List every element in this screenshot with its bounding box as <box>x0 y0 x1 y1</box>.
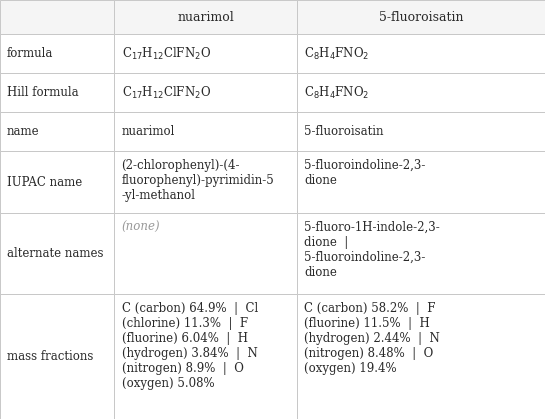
Text: name: name <box>7 125 40 138</box>
Text: C$_{8}$H$_{4}$FNO$_{2}$: C$_{8}$H$_{4}$FNO$_{2}$ <box>304 46 370 62</box>
Text: nuarimol: nuarimol <box>177 10 234 23</box>
Bar <box>0 213 114 294</box>
Text: IUPAC name: IUPAC name <box>7 176 82 189</box>
Text: 5-fluoroisatin: 5-fluoroisatin <box>304 125 384 138</box>
Bar <box>114 0 297 34</box>
Bar <box>297 34 545 73</box>
Text: C (carbon) 64.9%  |  Cl
(chlorine) 11.3%  |  F
(fluorine) 6.04%  |  H
(hydrogen): C (carbon) 64.9% | Cl (chlorine) 11.3% |… <box>122 302 258 390</box>
Bar <box>114 34 297 73</box>
Bar <box>297 112 545 151</box>
Text: Hill formula: Hill formula <box>7 86 78 99</box>
Bar <box>114 112 297 151</box>
Text: alternate names: alternate names <box>7 247 104 260</box>
Bar <box>297 151 545 213</box>
Bar <box>297 73 545 112</box>
Text: 5-fluoroisatin: 5-fluoroisatin <box>379 10 463 23</box>
Text: formula: formula <box>7 47 53 60</box>
Bar <box>0 151 114 213</box>
Bar <box>297 0 545 34</box>
Text: mass fractions: mass fractions <box>7 350 93 363</box>
Bar <box>114 213 297 294</box>
Text: C$_{8}$H$_{4}$FNO$_{2}$: C$_{8}$H$_{4}$FNO$_{2}$ <box>304 85 370 101</box>
Bar <box>114 151 297 213</box>
Text: 5-fluoro-1H-indole-2,3-
dione  |
5-fluoroindoline-2,3-
dione: 5-fluoro-1H-indole-2,3- dione | 5-fluoro… <box>304 221 440 279</box>
Text: C$_{17}$H$_{12}$ClFN$_{2}$O: C$_{17}$H$_{12}$ClFN$_{2}$O <box>122 85 210 101</box>
Bar <box>114 294 297 419</box>
Bar <box>0 34 114 73</box>
Text: 5-fluoroindoline-2,3-
dione: 5-fluoroindoline-2,3- dione <box>304 159 426 187</box>
Bar <box>0 294 114 419</box>
Bar <box>0 73 114 112</box>
Bar <box>0 0 114 34</box>
Text: nuarimol: nuarimol <box>122 125 175 138</box>
Bar <box>114 73 297 112</box>
Text: C$_{17}$H$_{12}$ClFN$_{2}$O: C$_{17}$H$_{12}$ClFN$_{2}$O <box>122 46 210 62</box>
Bar <box>297 213 545 294</box>
Bar <box>0 112 114 151</box>
Text: C (carbon) 58.2%  |  F
(fluorine) 11.5%  |  H
(hydrogen) 2.44%  |  N
(nitrogen) : C (carbon) 58.2% | F (fluorine) 11.5% | … <box>304 302 440 375</box>
Text: (none): (none) <box>122 221 160 234</box>
Text: (2-chlorophenyl)-(4-
fluorophenyl)-pyrimidin-5
-yl-methanol: (2-chlorophenyl)-(4- fluorophenyl)-pyrim… <box>122 159 274 202</box>
Bar <box>297 294 545 419</box>
